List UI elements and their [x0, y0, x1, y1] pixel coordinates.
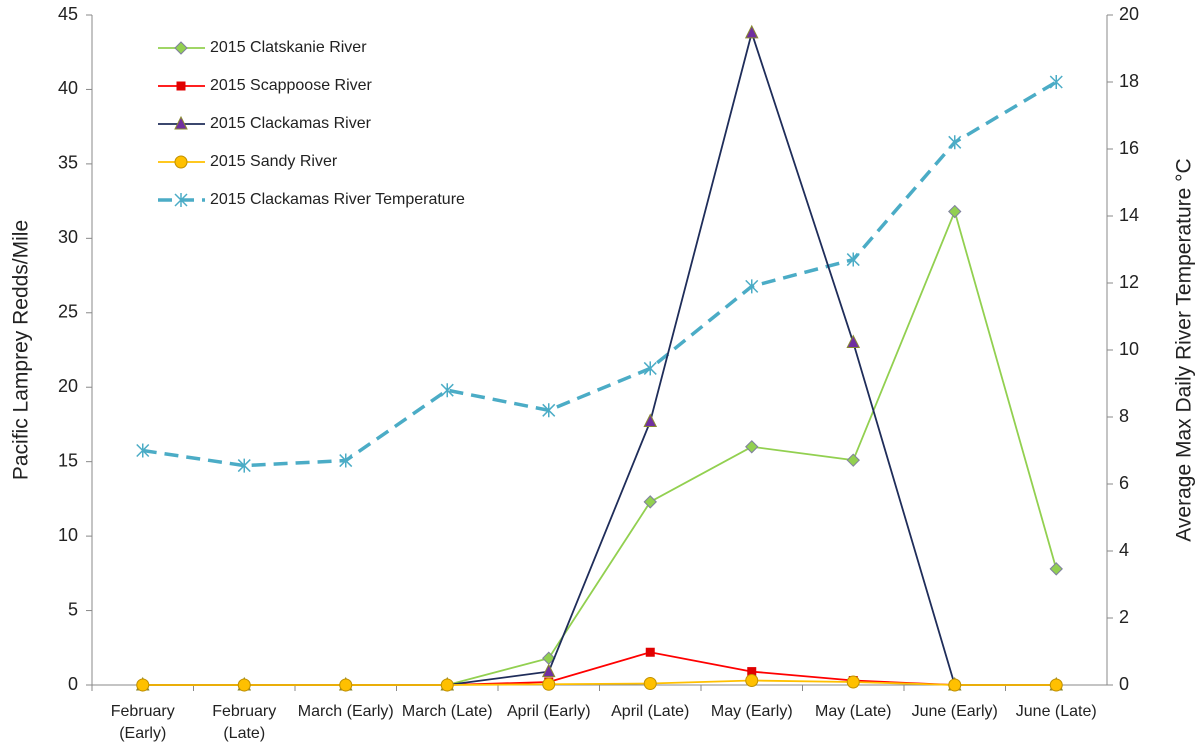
- marker: [744, 24, 759, 39]
- legend-label: 2015 Clatskanie River: [210, 39, 367, 56]
- y-tick-label: 40: [58, 78, 78, 98]
- marker: [136, 678, 150, 692]
- y2-tick-label: 16: [1119, 138, 1139, 158]
- x-tick-label: March (Late): [401, 703, 493, 720]
- marker: [1049, 678, 1063, 692]
- y-tick-label: 10: [58, 525, 78, 545]
- series-line: [142, 651, 1057, 686]
- x-tick-label: February (Late): [212, 703, 277, 742]
- marker: [643, 495, 657, 509]
- legend: 2015 Clatskanie River 2015 Scappoose Rive…: [158, 39, 465, 208]
- series-line: [142, 208, 1058, 686]
- marker: [948, 204, 962, 219]
- y-tick-label: 20: [58, 376, 78, 396]
- y-tick-label: 30: [58, 227, 78, 247]
- y-tick-label: 15: [58, 450, 78, 470]
- marker: [846, 252, 860, 267]
- x-tick-label: February (Early): [110, 703, 175, 742]
- marker: [136, 443, 150, 458]
- marker: [1049, 562, 1063, 576]
- marker: [174, 115, 188, 130]
- marker: [745, 440, 759, 454]
- x-tick-label: April (Late): [611, 703, 690, 720]
- marker: [745, 674, 759, 688]
- x-tick-label: June (Early): [911, 703, 998, 720]
- marker: [174, 41, 188, 55]
- y2-axis-label: Average Max Daily River Temperature °C: [1173, 158, 1196, 541]
- marker: [1049, 75, 1063, 89]
- marker: [643, 413, 658, 427]
- marker: [174, 155, 188, 169]
- marker: [440, 678, 454, 692]
- marker: [174, 193, 188, 207]
- y-axis-label: Pacific Lamprey Redds/Mile: [10, 220, 33, 480]
- y2-tick-label: 6: [1119, 473, 1129, 493]
- marker: [846, 334, 861, 349]
- marker: [541, 663, 556, 678]
- marker: [339, 678, 353, 692]
- x-tick-label: March (Early): [297, 703, 394, 720]
- marker: [542, 403, 556, 418]
- marker: [948, 135, 962, 150]
- marker: [643, 677, 657, 691]
- marker: [339, 453, 353, 468]
- marker: [176, 81, 186, 91]
- marker: [645, 647, 655, 657]
- marker: [745, 279, 759, 294]
- y2-tick-label: 14: [1119, 205, 1139, 225]
- legend-label: 2015 Sandy River: [210, 153, 338, 170]
- y-tick-label: 25: [58, 302, 78, 322]
- series-line: [142, 679, 1057, 686]
- legend-label: 2015 Clackamas River: [210, 115, 372, 132]
- y2-tick-label: 10: [1119, 339, 1139, 359]
- marker: [846, 453, 860, 467]
- legend-label: 2015 Scappoose River: [210, 77, 373, 94]
- y2-tick-label: 0: [1119, 674, 1129, 694]
- y2-tick-label: 2: [1119, 607, 1129, 627]
- marker: [948, 678, 962, 692]
- y-tick-label: 0: [68, 674, 78, 694]
- marker: [440, 383, 454, 398]
- marker: [542, 677, 556, 691]
- marker: [237, 458, 251, 473]
- marker: [846, 675, 860, 689]
- x-tick-label: June (Late): [1015, 703, 1097, 720]
- x-tick-label: May (Late): [815, 703, 892, 720]
- series-line: [142, 80, 1058, 468]
- legend-label: 2015 Clackamas River Temperature: [210, 191, 465, 208]
- y2-tick-label: 4: [1119, 540, 1129, 560]
- y2-tick-label: 18: [1119, 71, 1139, 91]
- y-tick-label: 35: [58, 153, 78, 173]
- x-tick-label: April (Early): [506, 703, 591, 720]
- marker: [237, 678, 251, 692]
- y-tick-label: 5: [68, 599, 78, 619]
- marker: [643, 361, 657, 376]
- y2-tick-label: 20: [1119, 4, 1139, 24]
- x-tick-label: May (Early): [710, 703, 793, 720]
- y2-tick-label: 8: [1119, 406, 1129, 426]
- y-tick-label: 45: [58, 4, 78, 24]
- y2-tick-label: 12: [1119, 272, 1139, 292]
